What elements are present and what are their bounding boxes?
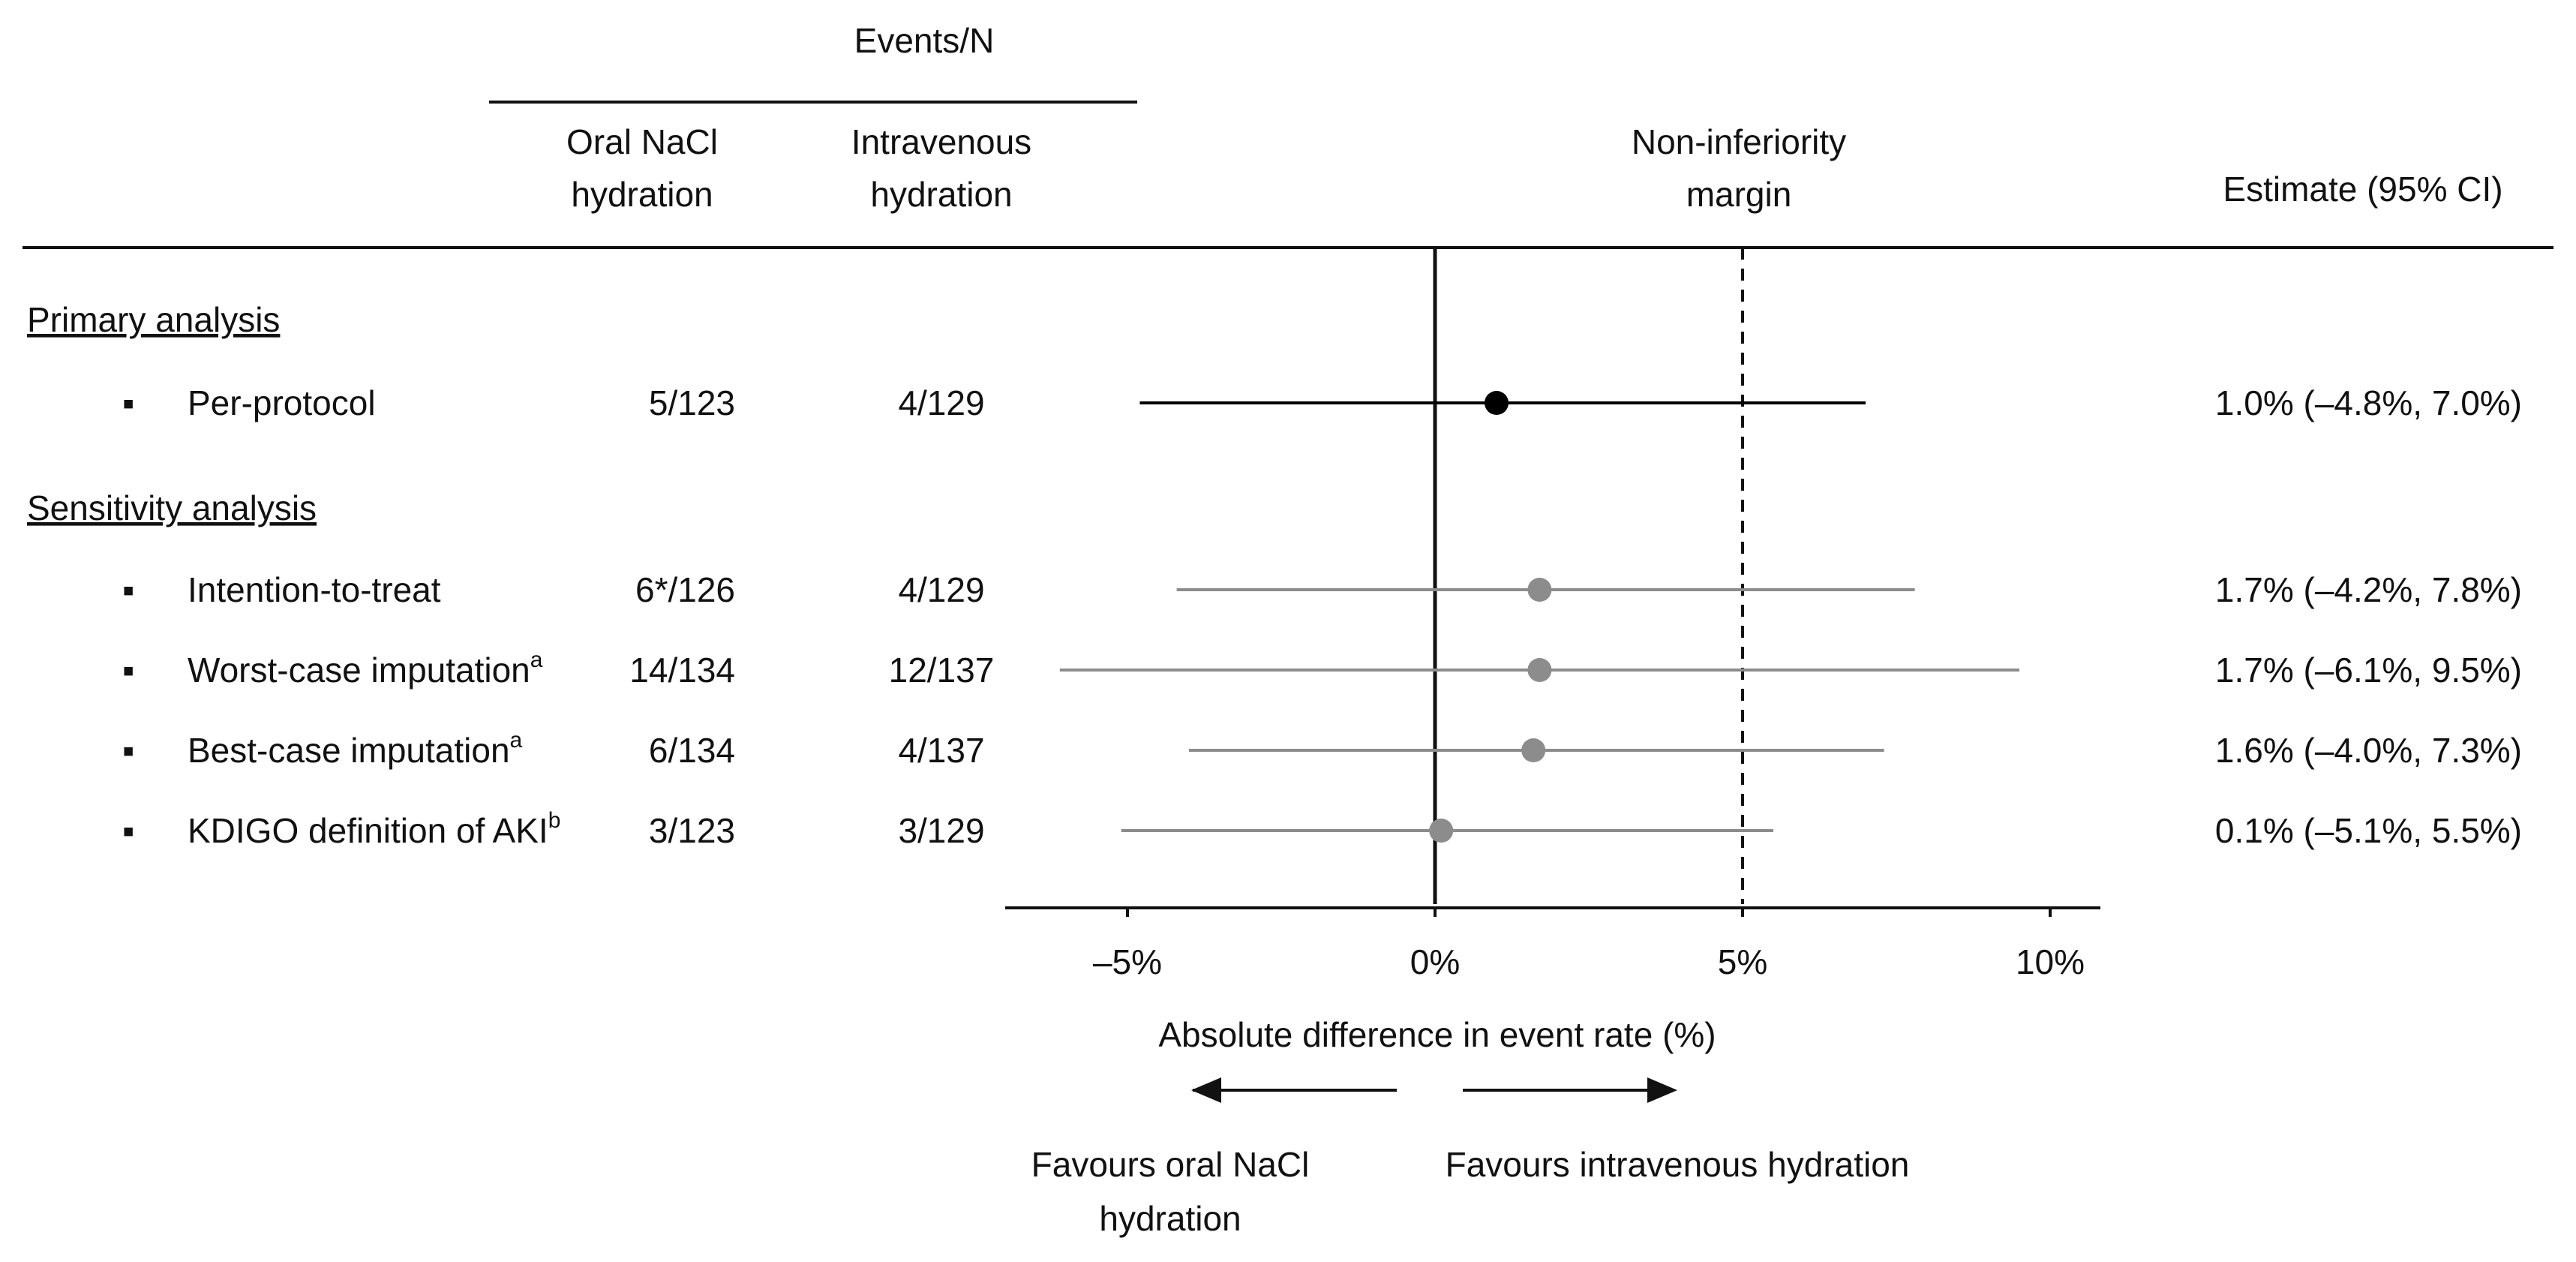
row-oral-events: 14/134 <box>629 651 735 690</box>
row-label-superscript: a <box>510 728 523 753</box>
row-oral-events: 6*/126 <box>635 570 735 609</box>
row-estimate: 1.0% (–4.8%, 7.0%) <box>2215 383 2522 422</box>
row-label-text: Best-case imputation <box>188 731 510 770</box>
row-iv-events: 4/129 <box>898 383 984 422</box>
row-label: KDIGO definition of AKIb <box>188 808 560 850</box>
x-axis-ticks: –5% 0% 5% 10% <box>1093 908 2085 981</box>
row-label-superscript: a <box>530 648 543 672</box>
row-estimate: 1.7% (–6.1%, 9.5%) <box>2215 651 2522 690</box>
favours-left-line2: hydration <box>1099 1199 1241 1238</box>
row-bullet: ▪ <box>122 731 134 770</box>
iv-column-header-line2: hydration <box>870 175 1012 214</box>
row-label-text: KDIGO definition of AKI <box>188 811 548 850</box>
arrow-left-icon <box>1191 1077 1221 1103</box>
row-bullet: ▪ <box>122 651 134 690</box>
x-tick-label: 5% <box>1718 942 1767 981</box>
point-estimate <box>1485 391 1509 415</box>
row-iv-events: 4/129 <box>898 570 984 609</box>
row-label: Intention-to-treat <box>188 570 441 609</box>
row-iv-events: 12/137 <box>889 651 995 690</box>
point-estimate <box>1527 658 1552 682</box>
favours-left-line1: Favours oral NaCl <box>1031 1145 1310 1184</box>
row-label: Best-case imputationa <box>188 728 523 770</box>
row-label: Per-protocol <box>188 383 376 422</box>
oral-column-header-line1: Oral NaCl <box>566 122 718 161</box>
row-label-text: Intention-to-treat <box>188 570 441 609</box>
iv-column-header-line1: Intravenous <box>851 122 1031 161</box>
row-label-text: Worst-case imputation <box>188 651 530 690</box>
row-bullet: ▪ <box>122 383 134 422</box>
row-label: Worst-case imputationa <box>188 648 543 690</box>
estimate-column-header: Estimate (95% CI) <box>2223 170 2502 209</box>
row-label-text: Per-protocol <box>188 383 376 422</box>
forest-rows: ▪ Per-protocol 5/123 4/129 1.0% (–4.8%, 7.0%… <box>122 383 2522 850</box>
row-estimate: 1.6% (–4.0%, 7.3%) <box>2215 731 2522 770</box>
x-tick-label: –5% <box>1093 942 1162 981</box>
row-oral-events: 3/123 <box>649 811 735 850</box>
events-group-header: Events/N <box>854 21 995 60</box>
x-axis-label: Absolute difference in event rate (%) <box>1158 1015 1716 1054</box>
point-estimate <box>1521 738 1546 762</box>
x-tick-label: 10% <box>2016 942 2085 981</box>
margin-header-line1: Non-inferiority <box>1632 122 1846 161</box>
row-oral-events: 5/123 <box>649 383 735 422</box>
row-oral-events: 6/134 <box>649 731 735 770</box>
row-iv-events: 4/137 <box>898 731 984 770</box>
arrow-right-icon <box>1647 1077 1677 1103</box>
favours-right-label: Favours intravenous hydration <box>1446 1145 1910 1184</box>
x-tick-label: 0% <box>1410 942 1460 981</box>
margin-header-line2: margin <box>1686 175 1792 214</box>
point-estimate <box>1527 578 1552 602</box>
section-sensitivity-analysis: Sensitivity analysis <box>27 488 317 527</box>
row-bullet: ▪ <box>122 811 134 850</box>
row-estimate: 0.1% (–5.1%, 5.5%) <box>2215 811 2522 850</box>
row-bullet: ▪ <box>122 570 134 609</box>
section-primary-analysis: Primary analysis <box>27 300 280 339</box>
row-label-superscript: b <box>548 808 561 833</box>
oral-column-header-line2: hydration <box>571 175 713 214</box>
row-iv-events: 3/129 <box>898 811 984 850</box>
point-estimate <box>1429 819 1454 843</box>
row-estimate: 1.7% (–4.2%, 7.8%) <box>2215 570 2522 609</box>
